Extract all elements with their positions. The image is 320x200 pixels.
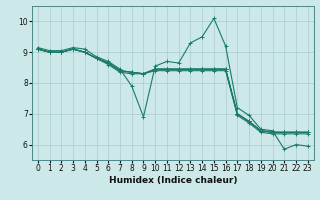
X-axis label: Humidex (Indice chaleur): Humidex (Indice chaleur): [108, 176, 237, 185]
